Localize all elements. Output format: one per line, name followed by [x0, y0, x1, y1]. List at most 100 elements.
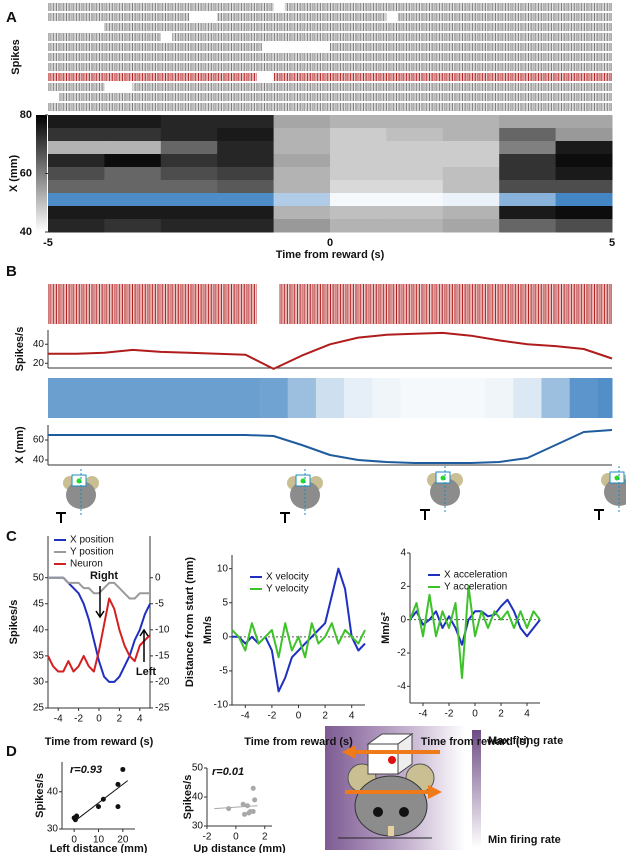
position-strip-cell	[372, 378, 401, 418]
y-tick-label: 0	[222, 631, 228, 642]
spike-train	[217, 13, 387, 21]
heatmap-cell	[48, 128, 105, 142]
legend-label: Y acceleration	[444, 582, 507, 593]
heatmap-cell	[48, 115, 105, 129]
x-axis-label: Time from reward (s)	[276, 249, 385, 261]
spike-train	[48, 63, 612, 71]
legend-label: Neuron	[70, 559, 103, 570]
heatmap-cell	[160, 180, 218, 194]
y2-tick-label: -5	[155, 598, 164, 609]
position-strip-cell	[48, 378, 63, 418]
heatmap-cell	[386, 128, 444, 142]
series-line	[48, 429, 613, 464]
heatmap-cell	[273, 154, 331, 168]
scatter-point	[115, 781, 121, 787]
y-tick-label: 30	[47, 824, 59, 835]
heatmap-cell	[499, 206, 557, 220]
y-tick-label: 45	[33, 598, 45, 609]
y-tick-label: 40	[33, 339, 45, 350]
legend-label: X acceleration	[444, 570, 507, 581]
y-tick-label: 40	[47, 786, 59, 797]
heatmap-cell	[386, 154, 444, 168]
heatmap-cell	[273, 206, 331, 220]
panel-label: A	[6, 9, 17, 26]
y-tick-label: -5	[219, 666, 228, 677]
legend-label: X position	[70, 535, 114, 546]
series-line	[409, 598, 541, 646]
heatmap-cell	[104, 219, 162, 233]
position-strip-cell	[90, 378, 119, 418]
spike-train	[172, 33, 612, 41]
heatmap-cell	[217, 167, 275, 181]
heatmap-cell	[442, 167, 500, 181]
y-tick-label: 25	[33, 703, 45, 714]
heatmap-cell	[555, 154, 613, 168]
series-line	[48, 576, 150, 600]
heatmap-cell	[160, 115, 218, 129]
scatter-point	[120, 766, 126, 772]
y-tick-label: 50	[33, 572, 45, 583]
heatmap-cell	[217, 115, 275, 129]
eye	[399, 807, 409, 817]
x-tick-label: 2	[498, 709, 504, 720]
mouse-icon	[420, 466, 463, 520]
led	[300, 478, 306, 484]
heatmap-cell	[273, 128, 331, 142]
spike-train	[48, 43, 263, 51]
heatmap-cell	[386, 219, 444, 233]
y-axis-label: Spikes/s	[34, 773, 46, 818]
heatmap-cell	[48, 167, 105, 181]
x-tick-label: -2	[267, 711, 276, 722]
position-strip-cell	[344, 378, 373, 418]
y-tick-label: 30	[192, 821, 204, 832]
x-tick-label: -2	[74, 714, 83, 725]
y-axis-label: Spikes/s	[14, 327, 26, 372]
heatmap-cell	[499, 128, 557, 142]
x-tick-label: 20	[117, 835, 129, 846]
y-axis-label: Mm/s	[202, 616, 214, 644]
heatmap-cell	[499, 167, 557, 181]
heatmap-cell	[273, 115, 331, 129]
heatmap-cell	[273, 167, 331, 181]
heatmap-cell	[442, 193, 500, 207]
led	[440, 475, 446, 481]
heatmap-cell	[330, 154, 387, 168]
y-tick-label: 80	[20, 109, 32, 121]
position-strip-cell	[62, 378, 91, 418]
y-tick-label: 40	[20, 226, 32, 238]
position-strip-cell	[597, 378, 613, 418]
heatmap-cell	[330, 193, 387, 207]
series-line	[48, 331, 613, 370]
heatmap-cell	[555, 141, 613, 155]
heatmap-cell	[217, 206, 275, 220]
series-line	[409, 585, 541, 679]
heatmap-cell	[386, 206, 444, 220]
x-tick-label: -4	[419, 709, 428, 720]
y-tick-label: 60	[20, 167, 32, 179]
position-strip-cell	[513, 378, 542, 418]
heatmap-cell	[48, 206, 105, 220]
position-strip-cell	[428, 378, 458, 418]
heatmap-cell	[48, 154, 105, 168]
y-axis-label: X (mm)	[8, 155, 20, 193]
x-tick-label: 0	[327, 237, 333, 249]
position-strip-cell	[456, 378, 486, 418]
heatmap-cell	[217, 141, 275, 155]
position-strip-cell	[174, 378, 204, 418]
x-tick-label: -2	[203, 832, 212, 843]
heatmap-cell	[217, 128, 275, 142]
heatmap-cell	[386, 180, 444, 194]
heatmap-cell	[217, 180, 275, 194]
y2-tick-label: -15	[155, 651, 170, 662]
x-axis-label: Left distance (mm)	[50, 843, 148, 853]
heatmap-cell	[330, 167, 387, 181]
heatmap-cell	[217, 154, 275, 168]
y-tick-label: 60	[33, 435, 45, 446]
y-tick-label: -2	[397, 648, 406, 659]
spike-train	[48, 73, 257, 81]
heatmap-cell	[499, 219, 557, 233]
heatmap-cell	[555, 115, 613, 129]
heatmap-cell	[160, 219, 218, 233]
position-strip-cell	[118, 378, 148, 418]
annotation: Right	[90, 570, 118, 582]
